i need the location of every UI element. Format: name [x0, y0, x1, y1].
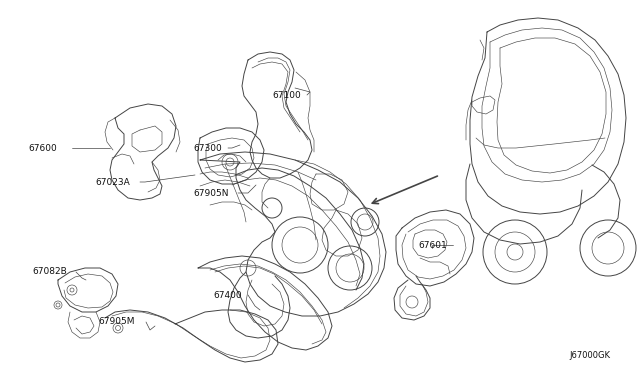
- Text: 67100: 67100: [272, 90, 301, 99]
- Text: 67601: 67601: [418, 241, 447, 250]
- Text: 67905N: 67905N: [193, 189, 228, 198]
- Text: 67400: 67400: [213, 291, 242, 299]
- Text: 67023A: 67023A: [95, 177, 130, 186]
- Text: 67600: 67600: [28, 144, 57, 153]
- Text: 67300: 67300: [193, 144, 221, 153]
- Text: J67000GK: J67000GK: [569, 352, 610, 360]
- Text: 67082B: 67082B: [32, 267, 67, 276]
- Text: 67905M: 67905M: [98, 317, 134, 327]
